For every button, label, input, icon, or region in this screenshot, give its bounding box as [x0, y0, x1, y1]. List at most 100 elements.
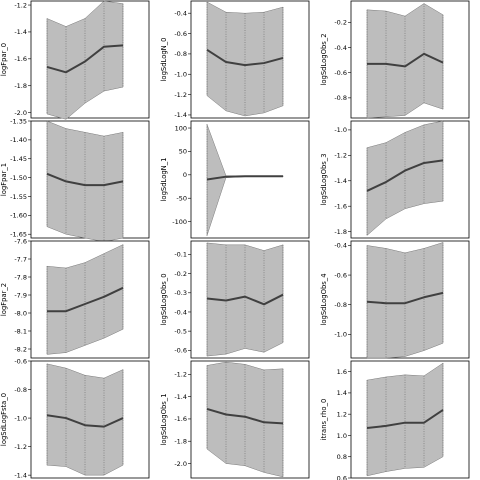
y-tick-label: -1.2 — [174, 371, 187, 379]
y-axis-label: logSdLogObs_0 — [160, 273, 168, 325]
y-tick-label: -7.8 — [14, 273, 27, 281]
y-tick-label: -7.9 — [14, 291, 27, 299]
y-tick-label: -7.6 — [14, 237, 27, 245]
y-tick-label: -0.4 — [334, 242, 347, 250]
y-axis-label: logSdLogObs_1 — [160, 393, 168, 445]
y-tick-label: -100 — [172, 218, 187, 226]
estimate-line — [46, 172, 124, 187]
y-tick-label: -0.6 — [334, 69, 347, 77]
y-tick-label: 1.2 — [337, 410, 347, 418]
y-axis-label: logSdLogObs_2 — [320, 33, 328, 85]
y-tick-label: -0.4 — [174, 308, 187, 316]
y-tick-label: -1.0 — [14, 414, 27, 422]
subplot-10: -2.0 -1.8 -1.6 -1.4 -1.2 logSdLogObs_1 — [160, 360, 310, 479]
y-tick-label: -1.6 — [174, 415, 187, 423]
confidence-band — [46, 363, 124, 476]
y-tick-label: -1.2 — [174, 91, 187, 99]
estimate-line — [206, 175, 283, 181]
y-tick-label: -0.4 — [334, 44, 347, 52]
subplot-11: 0.6 0.8 1.0 1.2 1.4 1.6 itrans_rho_0 — [320, 360, 470, 480]
y-tick-label: 1.4 — [337, 389, 347, 397]
y-tick-label: -2.0 — [174, 460, 187, 468]
estimate-line — [206, 48, 284, 67]
y-tick-label: -0.5 — [174, 327, 187, 335]
y-tick-label: 1.0 — [337, 432, 347, 440]
y-tick-label: -1.6 — [334, 203, 347, 211]
y-tick-label: -1.8 — [174, 438, 187, 446]
subplot-7: -0.6 -0.5 -0.4 -0.3 -0.2 -0.1 logSdLogObs_0 — [160, 240, 310, 359]
estimate-line — [366, 409, 444, 430]
y-tick-label: -1.4 — [334, 177, 347, 185]
y-tick-label: -0.6 — [334, 271, 347, 279]
estimate-line — [47, 286, 124, 313]
subplot-3: -1.65 -1.60 -1.55 -1.50 -1.45 -1.40 -1.35 logFp… — [0, 117, 150, 243]
y-tick-label: -0.1 — [174, 251, 187, 259]
y-tick-label: -1.4 — [14, 28, 27, 36]
y-tick-label: -8.2 — [14, 345, 27, 353]
confidence-band — [366, 242, 444, 359]
y-tick-label: -1.60 — [10, 212, 27, 220]
y-tick-label: -1.35 — [10, 117, 27, 125]
confidence-band — [366, 362, 444, 477]
y-axis-label: logFpar_0 — [0, 43, 8, 76]
y-tick-label: -1.2 — [334, 152, 347, 160]
y-axis-label: logSdLogFsta_0 — [0, 393, 8, 446]
y-tick-label: 1.6 — [337, 368, 347, 376]
y-tick-label: -8.0 — [14, 309, 27, 317]
subplot-6: -8.2 -8.1 -8.0 -7.9 -7.8 -7.7 -7.6 logFpar_2 — [0, 237, 150, 359]
y-tick-label: -1.50 — [10, 174, 27, 182]
y-tick-label: -0.8 — [334, 94, 347, 102]
y-tick-label: -1.2 — [14, 1, 27, 9]
y-axis-label: logFpar_1 — [0, 163, 8, 196]
y-tick-label: -1.2 — [14, 443, 27, 451]
y-tick-label: -1.4 — [14, 471, 27, 479]
y-tick-label: -1.0 — [334, 331, 347, 339]
y-tick-label: -1.8 — [14, 82, 27, 90]
estimate-line — [206, 407, 284, 425]
y-tick-label: -1.8 — [334, 228, 347, 236]
y-tick-label: -1.4 — [174, 393, 187, 401]
confidence-band — [206, 361, 284, 478]
y-tick-label: -0.8 — [174, 50, 187, 58]
subplot-4: -100 -50 0 50 100 logSdLogN_1 — [160, 120, 310, 239]
y-tick-label: 0.6 — [337, 474, 347, 480]
y-tick-label: -1.40 — [10, 136, 27, 144]
y-tick-label: -50 — [176, 195, 187, 203]
y-axis-label: logSdLogObs_4 — [320, 273, 328, 325]
y-axis-label: itrans_rho_0 — [320, 399, 328, 441]
y-tick-label: -8.1 — [14, 327, 27, 335]
subplot-0: -2.0 -1.8 -1.6 -1.4 -1.2 logFpar_0 — [0, 0, 150, 120]
y-tick-label: -1.55 — [10, 193, 27, 201]
y-axis-label: logSdLogObs_3 — [320, 153, 328, 205]
subplot-8: -1.0 -0.8 -0.6 -0.4 logSdLogObs_4 — [320, 240, 470, 359]
subplot-2: -0.8 -0.6 -0.4 -0.2 logSdLogObs_2 — [320, 0, 470, 119]
y-tick-label: -1.0 — [334, 126, 347, 134]
y-tick-label: -0.6 — [14, 357, 27, 365]
y-tick-label: -1.4 — [174, 111, 187, 119]
y-tick-label: -7.7 — [14, 255, 27, 263]
y-tick-label: -0.2 — [334, 19, 347, 27]
subplot-9: -1.4 -1.2 -1.0 -0.8 -0.6 logSdLogFsta_0 — [0, 357, 150, 479]
y-tick-label: -0.2 — [174, 270, 187, 278]
y-tick-label: -0.6 — [174, 347, 187, 355]
estimate-line — [46, 414, 124, 428]
y-axis-label: logSdLogN_1 — [160, 158, 168, 202]
y-tick-label: -1.45 — [10, 155, 27, 163]
subplot-1: -1.4 -1.2 -1.0 -0.8 -0.6 -0.4 logSdLogN_0 — [160, 0, 310, 119]
y-tick-label: -0.6 — [174, 30, 187, 38]
y-tick-label: -0.3 — [174, 289, 187, 297]
y-tick-label: -1.6 — [14, 55, 27, 63]
estimate-line — [366, 291, 444, 305]
y-tick-label: -1.65 — [10, 231, 27, 239]
estimate-line — [46, 44, 124, 74]
y-tick-label: 100 — [175, 124, 187, 132]
estimate-line — [366, 159, 444, 192]
estimate-line — [367, 52, 444, 68]
y-tick-label: 50 — [179, 148, 187, 156]
y-tick-label: -2.0 — [14, 109, 27, 117]
y-tick-label: 0 — [183, 171, 187, 179]
y-tick-label: -0.8 — [334, 301, 347, 309]
estimate-line — [206, 293, 284, 306]
y-axis-label: logSdLogN_0 — [160, 38, 168, 82]
